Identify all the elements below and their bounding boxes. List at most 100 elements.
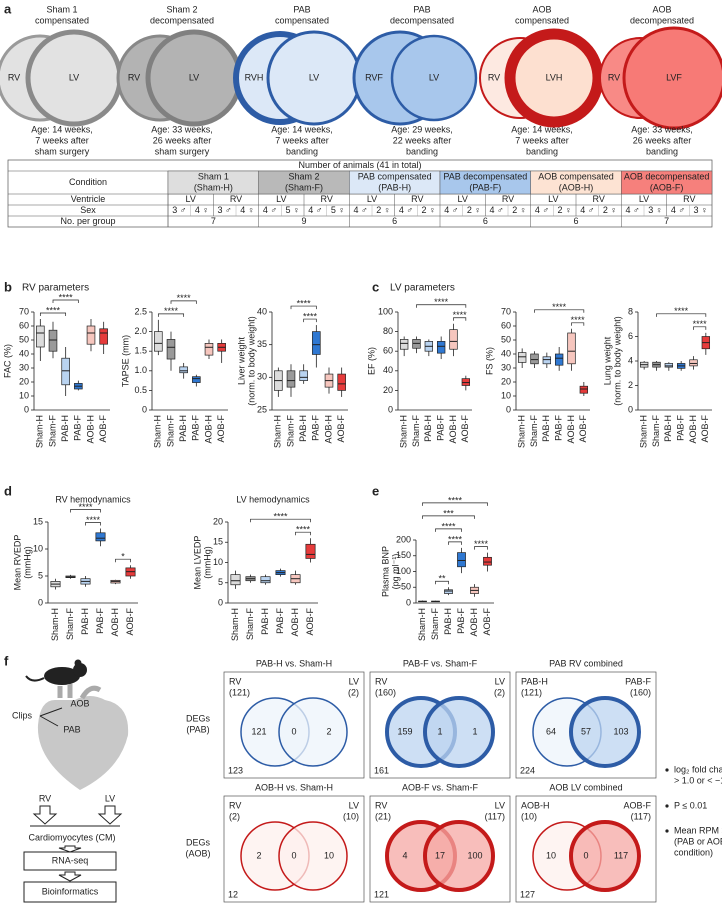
significance-bracket (295, 531, 311, 536)
sex-count: 4 ♂ (535, 205, 549, 215)
y-axis-label: (mmHg) (202, 546, 212, 579)
set-count: (117) (485, 811, 505, 821)
x-tick-label: AOB-H (448, 415, 458, 444)
set-label: AOB-H (521, 800, 550, 810)
box (286, 370, 296, 388)
y-tick-label: 30 (19, 362, 29, 372)
significance-label: **** (674, 306, 689, 316)
y-axis-label: Plasma BNP (380, 546, 390, 597)
ventricle: LV (457, 194, 467, 204)
box (457, 552, 466, 568)
anatomy-label: AOB (70, 698, 89, 708)
criterion: (PAB or AOB (674, 836, 722, 846)
x-tick-label: Sham-H (230, 608, 240, 641)
box (337, 373, 346, 391)
row-label: (AOB) (185, 848, 210, 858)
set-count: (10) (343, 811, 359, 821)
significance-label: **** (434, 297, 449, 307)
total-count: 12 (228, 889, 238, 899)
ventricle-label: LV (105, 793, 115, 803)
y-axis-label: EF (%) (366, 347, 376, 375)
diagram-title: AOB (652, 4, 671, 14)
diagram-title: compensated (515, 15, 569, 25)
diagram-caption: 7 weeks after (515, 135, 569, 145)
venn-title: PAB-F vs. Sham-F (403, 658, 478, 668)
x-tick-label: PAB-H (260, 608, 270, 635)
region-count: 2 (326, 726, 331, 736)
y-tick-label: 40 (19, 348, 29, 358)
chamber-label: RV (8, 72, 20, 82)
x-tick-label: AOB-F (305, 608, 315, 636)
y-tick-label: 0 (406, 597, 411, 607)
sex-count: 3 ♀ (694, 205, 708, 215)
panel-label: e (372, 483, 379, 498)
row-label: No. per group (60, 216, 115, 226)
section-title: LV parameters (390, 283, 455, 294)
ventricle: LV (185, 194, 195, 204)
venn-title: AOB-F vs. Sham-F (402, 782, 479, 792)
diagram-caption: sham surgery (155, 146, 210, 156)
x-tick-label: PAB-H (541, 415, 551, 442)
x-tick-label: Sham-H (417, 608, 427, 641)
venn-circle (278, 821, 348, 891)
diagram-caption: banding (526, 146, 558, 156)
y-tick-label: 20 (19, 376, 29, 386)
group-size: 7 (664, 216, 669, 226)
ventricle: RV (411, 194, 423, 204)
y-axis-label: Liver weight (236, 336, 246, 385)
condition-name: (Sham-H) (194, 182, 233, 192)
y-tick-label: 10 (501, 390, 511, 400)
sex-count: 2 ♀ (603, 205, 617, 215)
set-label: PAB-H (521, 676, 548, 686)
x-tick-label: AOB-H (290, 608, 300, 637)
significance-bracket (85, 522, 101, 526)
significance-bracket (422, 515, 475, 519)
x-tick-label: AOB-H (566, 415, 576, 444)
criterion: log₂ fold change (674, 764, 722, 774)
group-size: 7 (211, 216, 216, 226)
x-tick-label: Sham-H (153, 415, 163, 448)
venn-circle (423, 820, 495, 892)
heart (37, 696, 129, 790)
sex-count: 3 ♀ (648, 205, 662, 215)
significance-bracket (115, 558, 131, 563)
significance-label: **** (448, 534, 463, 544)
significance-label: **** (693, 319, 708, 329)
y-tick-label: 0 (628, 404, 633, 414)
x-tick-label: Sham-F (529, 415, 539, 448)
box (179, 366, 188, 374)
x-tick-label: AOB-F (482, 608, 492, 636)
region-count: 0 (583, 850, 588, 860)
criterion: > 1.0 or < −1.0 (674, 775, 722, 785)
x-tick-label: Sham-H (639, 415, 649, 448)
y-tick-label: 15 (213, 537, 223, 547)
table-caption: Number of animals (41 in total) (298, 160, 421, 170)
box (542, 356, 552, 365)
venn-circle (569, 820, 641, 892)
y-tick-label: 10 (19, 390, 29, 400)
group-size: 6 (483, 216, 488, 226)
row-label: (PAB) (186, 724, 209, 734)
x-tick-label: Sham-F (245, 608, 255, 641)
step-box (23, 851, 117, 871)
y-tick-label: 1.5 (134, 346, 147, 356)
y-tick-label: 10 (33, 543, 43, 553)
sex-count: 4 ♀ (195, 205, 209, 215)
x-tick-label: AOB-F (336, 415, 346, 443)
y-tick-label: 30 (257, 372, 267, 382)
panel-label: c (372, 279, 379, 294)
region-count: 0 (291, 726, 296, 736)
set-label: PAB-F (625, 676, 651, 686)
diagram-title: PAB (413, 4, 430, 14)
step-label: RNA-seq (52, 855, 89, 865)
box (48, 329, 58, 352)
x-tick-label: Sham-F (47, 415, 57, 448)
significance-bracket (157, 313, 185, 317)
region-count: 64 (546, 726, 556, 736)
y-tick-label: 60 (501, 320, 511, 330)
y-tick-label: 80 (383, 326, 393, 336)
y-tick-label: 0 (24, 404, 29, 414)
diagram-caption: 22 weeks after (393, 135, 452, 145)
total-count: 224 (520, 765, 535, 775)
